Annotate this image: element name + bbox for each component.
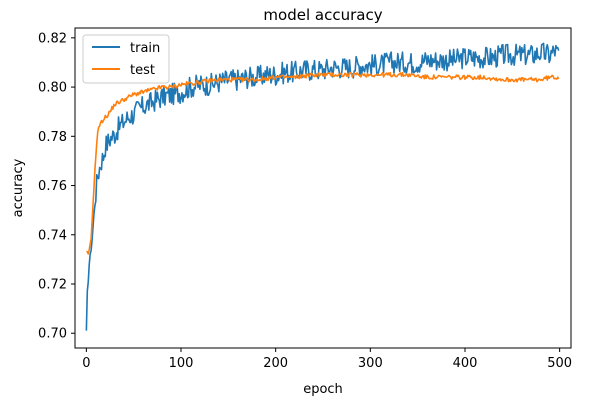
y-tick-label: 0.72 [38,278,67,293]
legend: train test [82,34,170,84]
series-line-train [85,42,560,331]
series-line-test [86,71,560,255]
y-axis-label: accuracy [11,158,26,217]
y-tick-label: 0.80 [38,81,67,96]
y-tick-label: 0.78 [38,130,67,145]
series-lines [85,42,560,331]
chart-title: model accuracy [263,6,382,24]
plot-area: 0 100 200 300 400 500 0.70 0.72 0.74 0.76 0.78 0.8… [38,27,572,371]
y-ticks: 0.70 0.72 0.74 0.76 0.78 0.80 0.82 [38,31,75,342]
x-tick-label: 500 [547,356,572,371]
x-tick-label: 300 [358,356,383,371]
y-tick-label: 0.70 [38,327,67,342]
y-tick-label: 0.76 [38,179,67,194]
legend-label-test: test [130,63,155,78]
x-tick-label: 400 [453,356,478,371]
x-tick-label: 100 [169,356,194,371]
y-tick-label: 0.82 [38,31,67,46]
x-axis-label: epoch [303,382,343,397]
x-ticks: 0 100 200 300 400 500 [82,348,572,371]
legend-label-train: train [130,41,160,56]
x-tick-label: 200 [263,356,288,371]
y-tick-label: 0.74 [38,228,67,243]
x-tick-label: 0 [82,356,90,371]
